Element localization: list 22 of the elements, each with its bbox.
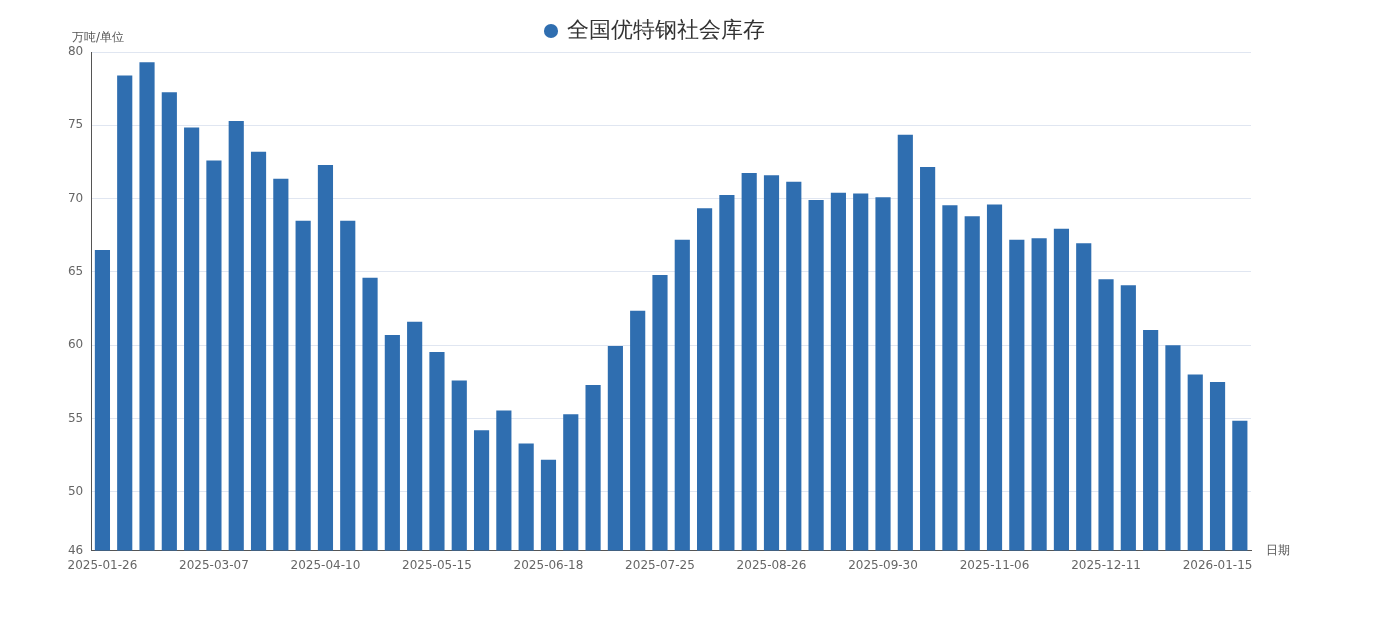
y-axis-title: 万吨/单位 [72, 30, 125, 45]
y-tick-label: 75 [67, 117, 84, 132]
y-tick-label: 46 [67, 542, 84, 557]
y-tick-label: 65 [67, 264, 84, 279]
x-tick-label: 2025-04-10 [290, 557, 361, 572]
x-tick-label: 2025-12-11 [1071, 557, 1141, 572]
y-tick-label: 80 [67, 44, 84, 59]
legend-label: 全国优特钢社会库存 [567, 16, 765, 42]
y-tick-label: 50 [67, 484, 84, 499]
x-tick-label: 2025-09-30 [848, 557, 918, 572]
y-tick-label: 55 [67, 410, 84, 425]
y-tick-label: 70 [67, 190, 84, 205]
x-tick-label: 2026-01-15 [1182, 557, 1253, 572]
x-tick-label: 2025-05-15 [402, 557, 472, 572]
x-tick-label: 2025-01-26 [67, 557, 138, 572]
x-tick-label: 2025-11-06 [959, 557, 1030, 572]
x-tick-label: 2025-07-25 [625, 557, 695, 572]
x-tick-label: 2025-06-18 [513, 557, 584, 572]
x-tick-label: 2025-08-26 [736, 557, 807, 572]
y-tick-label: 60 [67, 337, 84, 352]
x-tick-label: 2025-03-07 [179, 557, 249, 572]
x-axis-title: 日期 [1266, 542, 1290, 557]
